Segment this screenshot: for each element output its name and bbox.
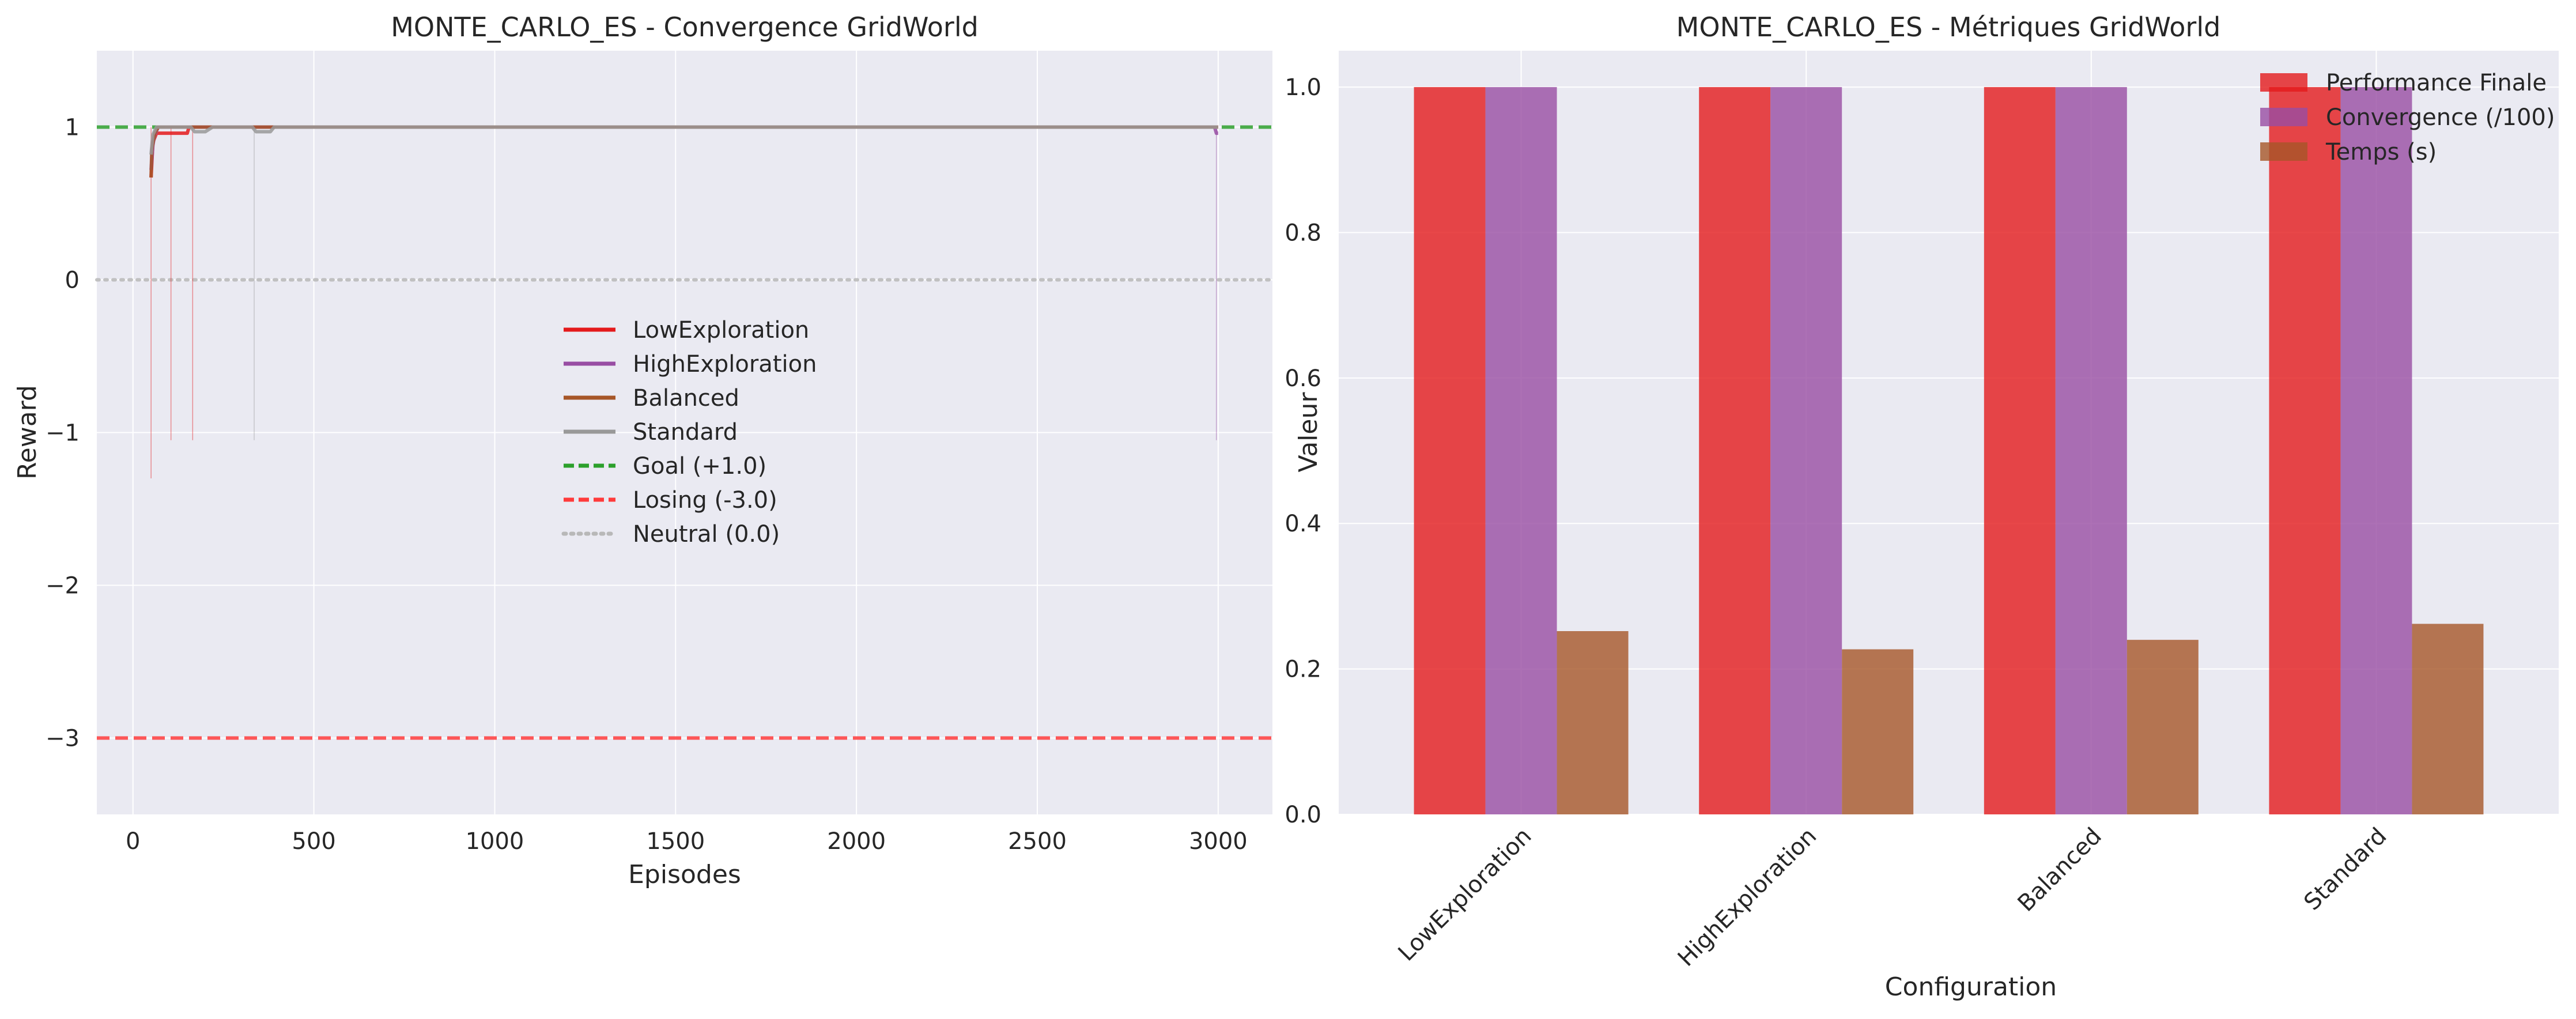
convergence-y-axis-label: Reward	[13, 385, 42, 480]
metrics-bars	[1414, 87, 2484, 815]
legend-label: Goal (+1.0)	[633, 453, 766, 480]
convergence-chart: 0 500 1000 1500 2000 2500 3000 −3 −2 −1 0 1 MONTE_…	[13, 12, 1274, 889]
metrics-y-axis-label: Valeur	[1294, 392, 1323, 473]
x-tick-label: Standard	[2299, 823, 2392, 916]
y-tick-label: 1.0	[1285, 74, 1321, 101]
legend-label: HighExploration	[633, 351, 817, 378]
bar-1-1	[1770, 87, 1842, 815]
bar-2-1	[2055, 87, 2127, 815]
bar-0-2	[1557, 631, 1629, 814]
x-tick-label: LowExploration	[1393, 823, 1537, 967]
metrics-y-ticks: 0.0 0.2 0.4 0.6 0.8 1.0	[1285, 74, 1321, 828]
bar-3-0	[2269, 87, 2341, 815]
legend-label: Balanced	[633, 385, 739, 412]
x-tick-label: 2000	[827, 828, 886, 855]
metrics-x-axis-label: Configuration	[1885, 972, 2057, 1002]
x-tick-label: 0	[126, 828, 140, 855]
y-tick-label: 0	[65, 267, 80, 294]
legend-label: Standard	[633, 419, 738, 446]
legend-label: Losing (-3.0)	[633, 487, 777, 514]
bar-2-2	[2126, 640, 2199, 814]
y-tick-label: −2	[46, 573, 80, 599]
x-tick-label: HighExploration	[1673, 823, 1822, 972]
x-tick-label: 1000	[466, 828, 524, 855]
metrics-legend: Performance Finale Convergence (/100) Temp…	[2260, 70, 2555, 165]
x-tick-label: 500	[292, 828, 335, 855]
y-tick-label: 0.0	[1285, 802, 1321, 828]
y-tick-label: 0.8	[1285, 220, 1321, 246]
bar-0-1	[1485, 87, 1557, 815]
convergence-spikes	[150, 127, 1217, 478]
bar-3-1	[2340, 87, 2412, 815]
convergence-series	[149, 125, 1218, 178]
bar-2-0	[1984, 87, 2056, 815]
legend-label: Performance Finale	[2326, 70, 2547, 96]
convergence-x-ticks: 0 500 1000 1500 2000 2500 3000	[126, 828, 1248, 855]
legend-swatch	[2260, 142, 2307, 161]
bar-1-0	[1699, 87, 1771, 815]
bar-1-2	[1842, 649, 1914, 814]
x-tick-label: 2500	[1008, 828, 1067, 855]
y-tick-label: −3	[46, 726, 80, 752]
bar-0-0	[1414, 87, 1486, 815]
y-tick-label: 0.6	[1285, 365, 1321, 392]
metrics-chart-title: MONTE_CARLO_ES - Métriques GridWorld	[1676, 12, 2221, 43]
convergence-y-ticks: −3 −2 −1 0 1	[46, 115, 80, 752]
series-line-standard	[149, 125, 1218, 155]
x-tick-label: 1500	[646, 828, 705, 855]
legend-swatch	[2260, 73, 2307, 92]
legend-label: Temps (s)	[2325, 139, 2437, 165]
convergence-x-axis-label: Episodes	[628, 860, 741, 889]
legend-label: LowExploration	[633, 317, 809, 344]
metrics-chart: LowExploration HighExploration Balanced Sta…	[1285, 12, 2559, 1002]
x-tick-label: Balanced	[2013, 823, 2107, 917]
legend-swatch	[2260, 108, 2307, 126]
convergence-chart-title: MONTE_CARLO_ES - Convergence GridWorld	[391, 12, 979, 43]
legend-label: Convergence (/100)	[2326, 104, 2555, 131]
y-tick-label: 0.4	[1285, 511, 1321, 537]
y-tick-label: 0.2	[1285, 656, 1321, 683]
convergence-legend: LowExploration HighExploration Balanced Sta…	[561, 317, 817, 548]
metrics-x-ticks: LowExploration HighExploration Balanced Sta…	[1393, 823, 2392, 972]
bar-3-2	[2412, 624, 2484, 814]
x-tick-label: 3000	[1189, 828, 1248, 855]
legend-label: Neutral (0.0)	[633, 521, 780, 548]
y-tick-label: 1	[65, 115, 80, 141]
y-tick-label: −1	[46, 420, 80, 447]
